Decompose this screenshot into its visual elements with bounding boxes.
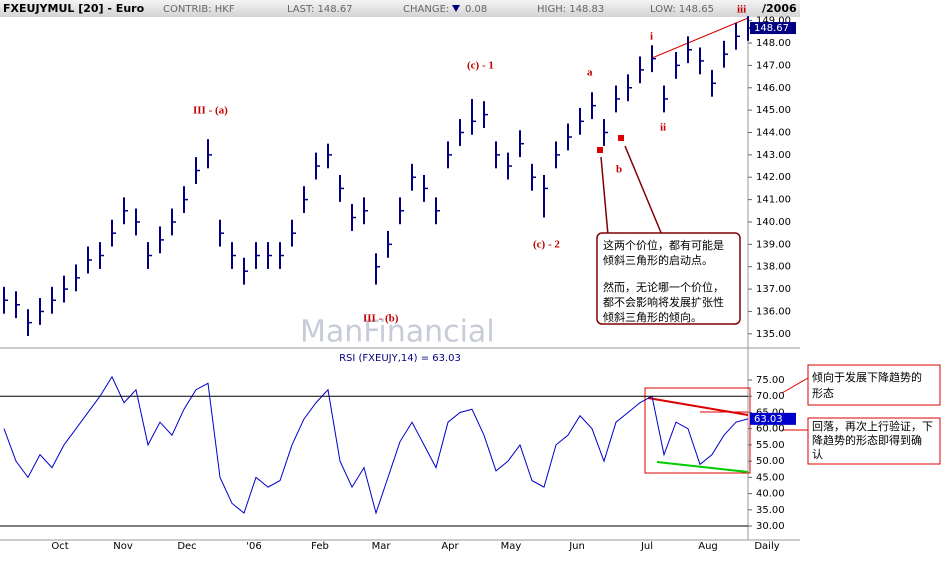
x-tick-label: Daily bbox=[754, 541, 779, 552]
contrib: CONTRIB: HKF bbox=[163, 4, 235, 15]
y-tick-label: 50.00 bbox=[756, 456, 785, 467]
y-tick-label: 30.00 bbox=[756, 521, 785, 532]
wave-label: b bbox=[616, 164, 622, 176]
y-tick-label: 70.00 bbox=[756, 391, 785, 402]
wave-label: (c) - 1 bbox=[467, 60, 494, 72]
last-badge bbox=[750, 22, 796, 35]
change-label: CHANGE: bbox=[403, 4, 449, 15]
wave-label: iii bbox=[737, 4, 746, 16]
y-tick-label: 55.00 bbox=[756, 440, 785, 451]
last-badge bbox=[750, 412, 796, 425]
y-tick-label: 138.00 bbox=[756, 262, 791, 273]
x-tick-label: Jun bbox=[568, 541, 585, 552]
y-tick-label: 142.00 bbox=[756, 172, 791, 183]
arrow bbox=[781, 377, 809, 394]
wave-label: i bbox=[650, 31, 653, 43]
change: 0.08 bbox=[465, 4, 487, 15]
marker bbox=[618, 135, 624, 141]
x-tick-label: Aug bbox=[698, 541, 718, 552]
x-tick-label: Oct bbox=[51, 541, 68, 552]
y-tick-label: 45.00 bbox=[756, 472, 785, 483]
y-tick-label: 136.00 bbox=[756, 306, 791, 317]
y-tick-label: 149.00 bbox=[756, 16, 791, 27]
watermark: ManFinancial bbox=[300, 315, 495, 350]
wave-label: (c) - 2 bbox=[533, 239, 560, 251]
rsi-support-line bbox=[656, 461, 749, 473]
high: HIGH: 148.83 bbox=[537, 4, 604, 15]
y-tick-label: 139.00 bbox=[756, 239, 791, 250]
y-tick-label: 148.00 bbox=[756, 38, 791, 49]
last-label: 148.67 bbox=[754, 23, 789, 34]
x-tick-label: Nov bbox=[113, 541, 133, 552]
y-tick-label: 60.00 bbox=[756, 424, 785, 435]
x-tick-label: May bbox=[501, 541, 522, 552]
y-tick-label: 147.00 bbox=[756, 60, 791, 71]
low: LOW: 148.65 bbox=[650, 4, 714, 15]
y-tick-label: 145.00 bbox=[756, 105, 791, 116]
x-tick-label: '06 bbox=[246, 541, 261, 552]
arrow bbox=[600, 156, 609, 236]
y-tick-label: 40.00 bbox=[756, 489, 785, 500]
note-text: 倾向于发展下降趋势的 bbox=[812, 370, 922, 384]
wave-label: III - (a) bbox=[193, 105, 228, 117]
note-box bbox=[596, 232, 741, 325]
last: LAST: 148.67 bbox=[287, 4, 353, 15]
x-tick-label: Dec bbox=[177, 541, 196, 552]
note-text: 这两个价位，都有可能是 bbox=[603, 238, 724, 252]
note-text: 形态 bbox=[812, 387, 834, 400]
wave-label: ii bbox=[660, 122, 666, 134]
arrow bbox=[624, 145, 663, 236]
note-text: 认 bbox=[812, 448, 823, 461]
note-text: 降趋势的形态即得到确 bbox=[812, 433, 922, 447]
wave-label: a bbox=[587, 67, 593, 79]
down-arrow bbox=[452, 5, 460, 12]
y-tick-label: 144.00 bbox=[756, 128, 791, 139]
note-box bbox=[807, 417, 941, 465]
x-tick-label: Feb bbox=[311, 541, 329, 552]
symbol: FXEUJYMUL [20] - Euro bbox=[3, 2, 145, 15]
x-tick-label: Jul bbox=[640, 541, 653, 552]
note-text: 然而，无论哪一个价位， bbox=[603, 280, 724, 294]
y-tick-label: 35.00 bbox=[756, 505, 785, 516]
rsi-box bbox=[644, 387, 751, 474]
note-text: 都不会影响将发展扩张性 bbox=[603, 295, 724, 309]
note-text: 倾斜三角形的倾向。 bbox=[603, 310, 702, 324]
marker bbox=[597, 147, 603, 153]
note-text: 倾斜三角形的启动点。 bbox=[603, 253, 713, 267]
y-tick-label: 140.00 bbox=[756, 217, 791, 228]
rsi-line bbox=[3, 375, 749, 515]
x-tick-label: Apr bbox=[441, 541, 459, 552]
x-tick-label: Mar bbox=[372, 541, 392, 552]
y-tick-label: 146.00 bbox=[756, 83, 791, 94]
rsi-title: RSI (FXEUJY,14) = 63.03 bbox=[339, 353, 461, 364]
note-box bbox=[807, 364, 941, 406]
y-tick-label: 135.00 bbox=[756, 329, 791, 340]
last-label: 63.03 bbox=[754, 414, 783, 425]
y-tick-label: 75.00 bbox=[756, 375, 785, 386]
header-bar bbox=[0, 0, 800, 17]
date: /2006 bbox=[762, 2, 797, 15]
wedge-line bbox=[651, 17, 749, 59]
y-tick-label: 143.00 bbox=[756, 150, 791, 161]
note-text: 回落，再次上行验证，下 bbox=[812, 419, 933, 433]
y-tick-label: 141.00 bbox=[756, 195, 791, 206]
y-tick-label: 137.00 bbox=[756, 284, 791, 295]
wave-label: III - (b) bbox=[363, 313, 399, 325]
